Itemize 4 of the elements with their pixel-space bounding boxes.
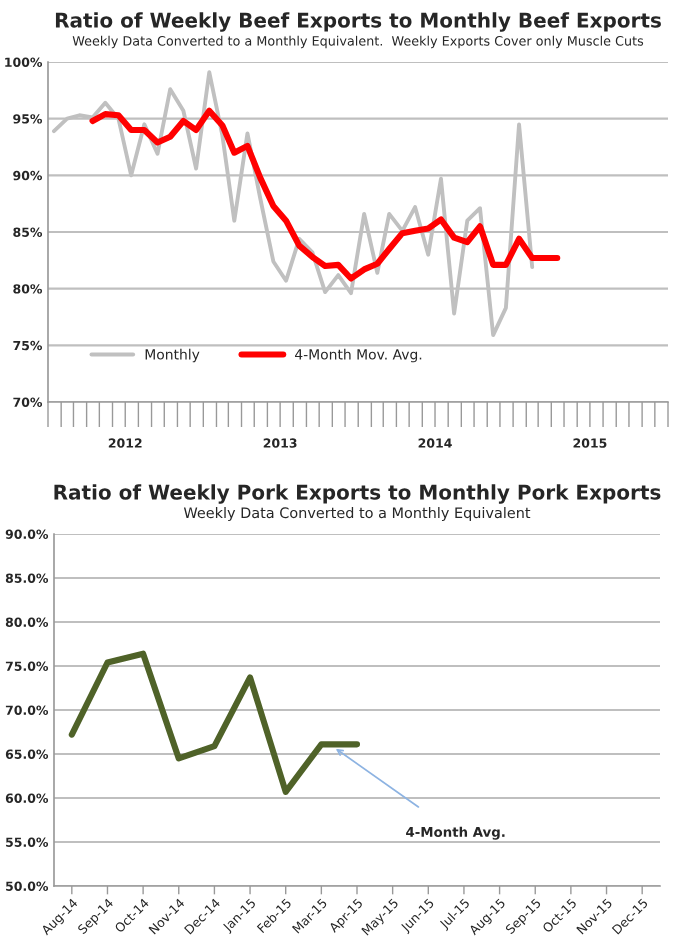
line-series: [68, 650, 361, 795]
line-series: [89, 107, 561, 282]
chart-title: Ratio of Weekly Beef Exports to Monthly Beef Exports: [55, 12, 661, 32]
chart-title: Ratio of Weekly Pork Exports to Monthly Pork Exports: [54, 484, 661, 504]
